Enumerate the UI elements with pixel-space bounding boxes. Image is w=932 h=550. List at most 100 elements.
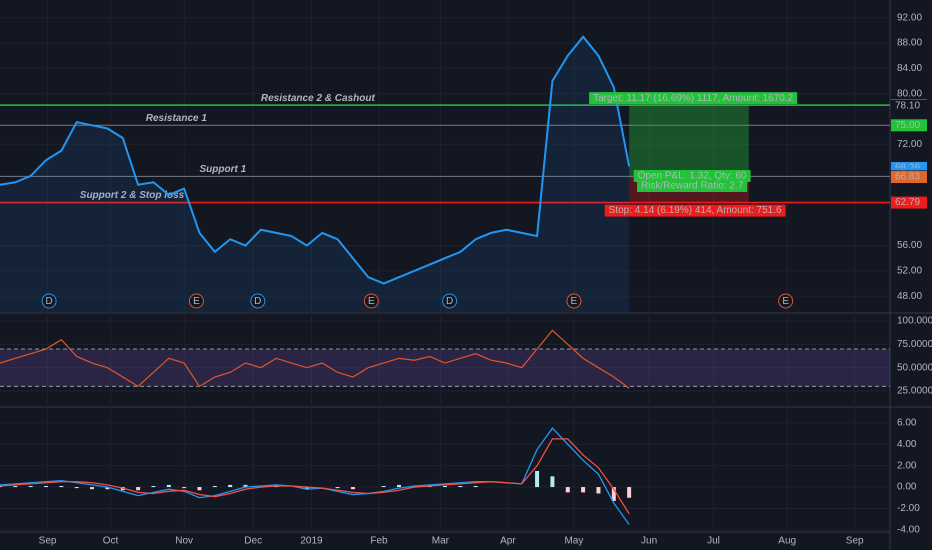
target-zone bbox=[629, 105, 749, 178]
position-label-bg bbox=[633, 170, 751, 183]
position-label: Risk/Reward Ratio: 2.7 bbox=[641, 181, 744, 192]
y-tick-label: 25.0000 bbox=[897, 386, 932, 397]
histogram-bar bbox=[166, 484, 171, 488]
histogram-bar bbox=[443, 485, 447, 488]
histogram-bar bbox=[197, 487, 202, 491]
x-tick-label: May bbox=[564, 536, 583, 547]
position-label-bg bbox=[604, 204, 786, 217]
histogram-bar bbox=[304, 487, 309, 490]
y-tick-label: 50.0000 bbox=[897, 362, 932, 373]
y-tick-label: 2.00 bbox=[897, 460, 917, 471]
event-label: E bbox=[193, 296, 200, 307]
series-line bbox=[0, 35, 631, 285]
position-label: Target: 11.17 (16.69%) 1117, Amount: 167… bbox=[593, 93, 794, 104]
histogram-bar bbox=[335, 487, 340, 489]
histogram-bar bbox=[381, 485, 386, 488]
y-tick-label: 6.00 bbox=[897, 417, 917, 428]
x-tick-label: Aug bbox=[778, 536, 796, 547]
histogram-bar bbox=[136, 487, 141, 491]
y-tick-label: 84.00 bbox=[897, 63, 922, 74]
event-marker bbox=[566, 293, 582, 309]
histogram-bar bbox=[28, 485, 33, 488]
event-label: D bbox=[254, 296, 261, 307]
event-marker bbox=[250, 293, 266, 309]
x-tick-label: Jun bbox=[641, 536, 657, 547]
price-label: 62.79 bbox=[895, 197, 920, 208]
position-label-bg bbox=[637, 180, 748, 193]
histogram-bar bbox=[59, 485, 64, 488]
macd-line bbox=[0, 427, 630, 525]
y-tick-label: -2.00 bbox=[897, 503, 920, 514]
y-tick-label: 92.00 bbox=[897, 12, 922, 23]
position-label: Stop: 4.14 (6.19%) 414, Amount: 751.6 bbox=[609, 205, 782, 216]
event-label: D bbox=[446, 296, 453, 307]
y-tick-label: 52.00 bbox=[897, 266, 922, 277]
event-marker bbox=[778, 293, 794, 309]
price-label: 78.10 bbox=[895, 100, 920, 111]
x-tick-label: Dec bbox=[244, 536, 262, 547]
histogram-bar bbox=[228, 484, 233, 488]
y-tick-label: -4.00 bbox=[897, 525, 920, 536]
x-tick-label: Sep bbox=[39, 536, 57, 547]
event-marker bbox=[41, 293, 57, 309]
position-label-bg bbox=[589, 92, 798, 105]
x-tick-label: Sep bbox=[846, 536, 864, 547]
histogram-bar bbox=[350, 487, 355, 490]
price-label: 66.83 bbox=[895, 172, 920, 183]
level-label: Support 2 & Stop loss bbox=[80, 190, 185, 201]
price-label-bg bbox=[891, 119, 927, 132]
y-tick-label: 75.0000 bbox=[897, 339, 932, 350]
x-tick-label: Apr bbox=[500, 536, 516, 547]
position-label: Open P&L: 1.32, Qty: 60 bbox=[638, 171, 747, 182]
price-label: 68.26 bbox=[895, 163, 920, 174]
histogram-bar bbox=[473, 485, 478, 488]
histogram-bar bbox=[182, 487, 187, 489]
histogram-bar bbox=[90, 487, 95, 490]
histogram-bar bbox=[458, 485, 463, 488]
event-marker bbox=[442, 293, 458, 309]
histogram-bar bbox=[212, 485, 217, 488]
x-tick-label: Nov bbox=[175, 536, 193, 547]
event-marker bbox=[188, 293, 204, 309]
x-tick-label: Oct bbox=[103, 536, 119, 547]
y-tick-label: 72.00 bbox=[897, 139, 922, 150]
series-line bbox=[0, 329, 630, 389]
event-label: E bbox=[782, 296, 789, 307]
event-marker bbox=[363, 293, 379, 309]
histogram-bar bbox=[627, 487, 632, 498]
y-tick-label: 0.00 bbox=[897, 482, 917, 493]
price-label-bg bbox=[891, 171, 927, 184]
level-label: Support 1 bbox=[199, 164, 246, 175]
y-tick-label: 88.00 bbox=[897, 38, 922, 49]
histogram-bar bbox=[13, 485, 18, 488]
histogram-bar bbox=[151, 485, 156, 488]
x-tick-label: 2019 bbox=[300, 536, 323, 547]
x-tick-label: Jul bbox=[707, 536, 720, 547]
x-tick-label: Mar bbox=[432, 536, 450, 547]
histogram-bar bbox=[596, 487, 601, 494]
histogram-bar bbox=[74, 487, 79, 489]
level-label: Resistance 1 bbox=[146, 113, 208, 124]
rsi-band bbox=[0, 349, 890, 387]
histogram-bar bbox=[105, 487, 110, 490]
y-tick-label: 48.00 bbox=[897, 291, 922, 302]
histogram-bar bbox=[550, 476, 555, 488]
y-tick-label: 100.0000 bbox=[897, 316, 932, 327]
histogram-bar bbox=[44, 485, 49, 488]
macd-line bbox=[0, 438, 630, 515]
price-label-bg bbox=[891, 196, 927, 209]
price-label-bg bbox=[891, 99, 927, 112]
event-label: E bbox=[368, 296, 375, 307]
x-tick-label: Feb bbox=[370, 536, 388, 547]
price-label: 75.00 bbox=[895, 120, 920, 131]
event-label: D bbox=[45, 296, 52, 307]
y-tick-label: 80.00 bbox=[897, 88, 922, 99]
histogram-bar bbox=[581, 487, 586, 493]
histogram-bar bbox=[565, 487, 570, 493]
y-tick-label: 56.00 bbox=[897, 240, 922, 251]
histogram-bar bbox=[243, 484, 248, 488]
histogram-bar bbox=[396, 484, 401, 488]
event-label: E bbox=[571, 296, 578, 307]
